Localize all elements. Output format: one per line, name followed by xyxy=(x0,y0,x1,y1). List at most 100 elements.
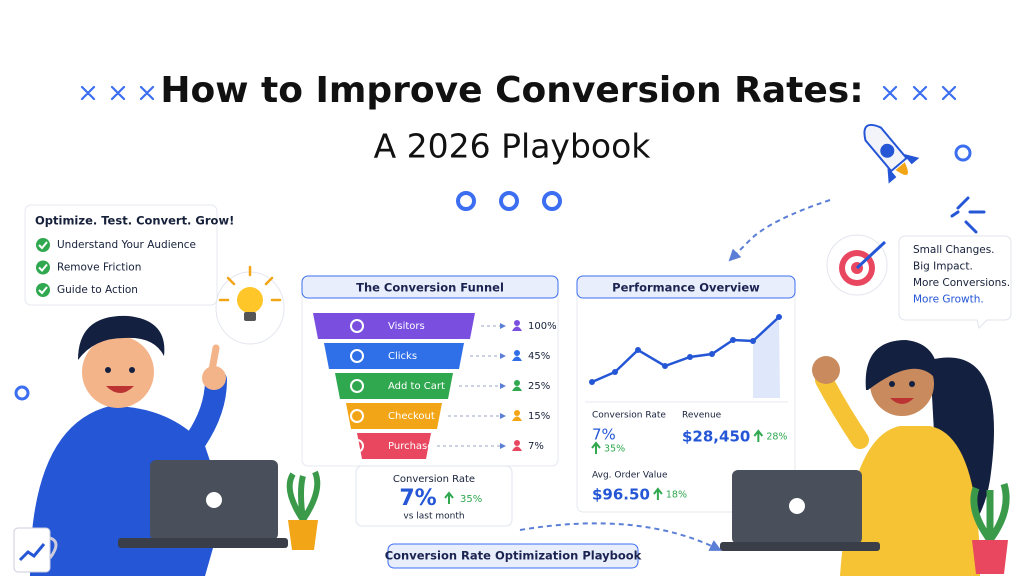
rocket-icon xyxy=(863,123,920,184)
funnel-panel xyxy=(301,275,559,299)
right-character xyxy=(909,381,915,387)
summary-label: Conversion Rate xyxy=(393,474,475,485)
performance-panel xyxy=(662,363,668,369)
mug xyxy=(13,527,51,573)
performance-panel xyxy=(709,351,715,357)
decor-dots xyxy=(954,144,972,162)
target-icon xyxy=(855,240,887,270)
person-icon xyxy=(514,410,520,416)
summary-note: vs last month xyxy=(403,512,464,522)
callout-bubble xyxy=(898,235,1012,329)
metric-value: 7% xyxy=(592,426,616,444)
funnel: Visitors 100% Clicks 45% Add to Cart 25% Check… xyxy=(313,313,557,459)
stage-icon xyxy=(350,379,364,393)
performance-panel xyxy=(750,338,756,344)
decor-dots xyxy=(499,191,519,211)
performance-title: Performance Overview xyxy=(612,281,760,295)
left-plant xyxy=(288,520,318,550)
performance-panel xyxy=(730,337,736,343)
funnel-title: The Conversion Funnel xyxy=(356,281,504,295)
check-icon xyxy=(36,283,50,297)
title: How to Improve Conversion Rates: xyxy=(160,70,863,111)
callout-line: Big Impact. xyxy=(913,261,973,273)
metric-value: $28,450 xyxy=(682,428,750,446)
check-mark xyxy=(38,286,48,295)
stage-icon xyxy=(350,349,364,363)
funnel-stage xyxy=(335,373,453,399)
left-character xyxy=(82,336,154,408)
stage-value: 45% xyxy=(528,351,550,362)
footer-pill: Conversion Rate Optimization Playbook xyxy=(385,522,722,569)
person-icon xyxy=(514,380,520,386)
footer-label: Conversion Rate Optimization Playbook xyxy=(385,549,642,563)
summary-card: Conversion Rate 7% 35% vs last month xyxy=(355,465,513,527)
decor-crosses xyxy=(80,85,155,101)
performance-panel xyxy=(753,317,780,398)
lightbulb-icon xyxy=(218,265,282,302)
person-icon xyxy=(512,326,522,331)
stage-label: Checkout xyxy=(388,411,435,422)
person-icon xyxy=(514,440,520,446)
right-plant xyxy=(972,540,1008,574)
left-character xyxy=(105,367,111,373)
funnel-stage xyxy=(346,403,442,429)
performance-panel xyxy=(589,314,782,385)
metric-change: 18% xyxy=(666,490,687,501)
footer-pill xyxy=(519,522,722,551)
metrics: Conversion Rate 7%35% Revenue $28,450 28% Avg… xyxy=(591,411,787,504)
rocket-icon xyxy=(895,162,908,175)
right-character xyxy=(812,356,840,384)
decor-dots xyxy=(14,144,972,401)
performance-panel xyxy=(635,347,641,353)
callout-bubble xyxy=(898,235,1012,329)
right-character xyxy=(889,381,895,387)
stage-label: Visitors xyxy=(388,321,425,332)
stage-icon xyxy=(350,439,364,453)
left-plant xyxy=(286,470,321,522)
rocket-icon xyxy=(728,199,831,262)
performance-panel xyxy=(776,314,782,320)
check-mark xyxy=(38,241,48,250)
lightbulb-icon xyxy=(244,312,256,321)
metric-label: Revenue xyxy=(682,411,722,421)
callout-line: Small Changes. xyxy=(913,244,995,256)
funnel-stage xyxy=(313,313,475,339)
left-laptop xyxy=(118,460,288,548)
right-plant xyxy=(970,482,1010,574)
rocket-icon xyxy=(863,123,908,173)
left-plant xyxy=(286,470,321,550)
stage-icon xyxy=(350,319,364,333)
target-icon xyxy=(826,234,888,296)
up-arrow xyxy=(653,487,663,500)
mug xyxy=(48,536,58,559)
summary-card xyxy=(355,465,513,527)
left-character xyxy=(78,315,165,360)
metric-label: Conversion Rate xyxy=(592,411,666,421)
metric-value: $96.50 xyxy=(592,486,650,504)
check-icon xyxy=(36,260,50,275)
subtitle: A 2026 Playbook xyxy=(374,127,652,166)
right-character xyxy=(812,340,994,576)
check-icon xyxy=(36,238,50,252)
person-icon xyxy=(512,416,522,421)
rocket-icon xyxy=(728,123,986,262)
person-icon xyxy=(514,350,520,356)
metric-label: Avg. Order Value xyxy=(592,471,668,481)
metric-change: 35% xyxy=(604,444,625,455)
right-character xyxy=(890,398,914,404)
left-character xyxy=(208,344,220,374)
stage-label: Clicks xyxy=(388,351,417,362)
decor-crosses xyxy=(882,85,957,101)
footer-pill xyxy=(387,543,639,569)
checklist-item: Understand Your Audience xyxy=(57,239,196,251)
right-character xyxy=(815,371,869,449)
stage-icon xyxy=(350,409,364,423)
checklist-heading: Optimize. Test. Convert. Grow! xyxy=(35,214,234,228)
summary-change: 35% xyxy=(460,494,482,505)
rocket-icon xyxy=(887,153,920,184)
decor-dots xyxy=(14,385,30,401)
checklist-item: Remove Friction xyxy=(57,262,141,274)
right-character xyxy=(865,340,939,390)
